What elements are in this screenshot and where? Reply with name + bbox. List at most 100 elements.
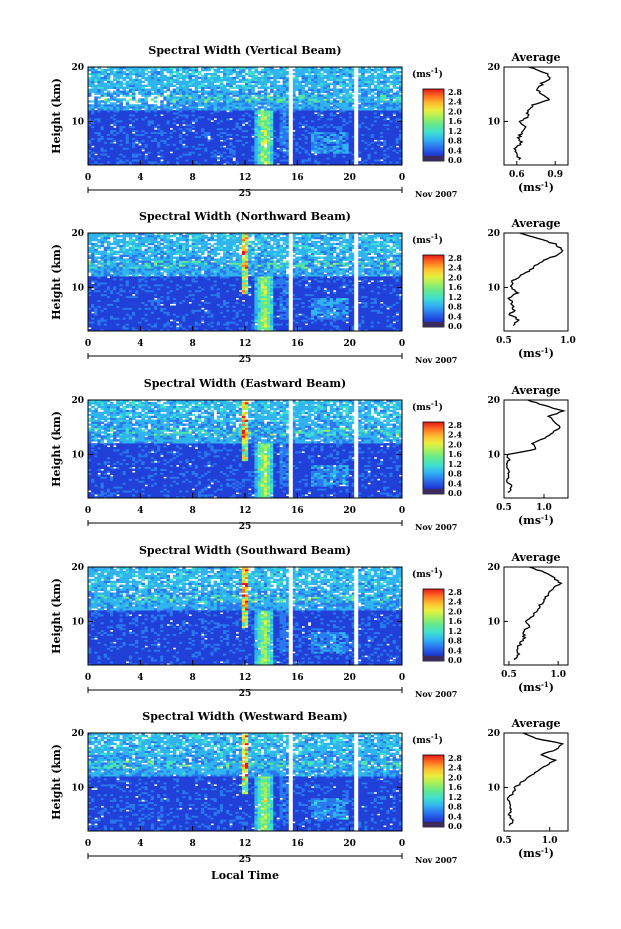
heatmap-cell (170, 153, 174, 155)
heatmap-cell (107, 73, 111, 75)
heatmap-cell (198, 91, 202, 93)
heatmap-cell (336, 75, 340, 77)
heatmap-cell (267, 108, 271, 110)
heatmap-cell (254, 108, 258, 110)
heatmap-cell (389, 81, 393, 83)
heatmap-cell (374, 96, 378, 98)
heatmap-cell (232, 87, 236, 89)
heatmap-cell (173, 75, 177, 77)
heatmap-cell (107, 98, 111, 100)
heatmap-cell (163, 75, 167, 77)
heatmap-cell (254, 75, 258, 77)
heatmap-cell (151, 104, 155, 106)
heatmap-cell (104, 92, 108, 94)
heatmap-cell (97, 100, 101, 102)
heatmap-cell (305, 325, 309, 327)
heatmap-cell (280, 85, 284, 87)
heatmap-cell (330, 92, 334, 94)
heatmap-cell (371, 94, 375, 96)
heatmap-cell (267, 87, 271, 89)
heatmap-cell (182, 75, 186, 77)
heatmap-cell (242, 85, 246, 87)
heatmap-cell (276, 81, 280, 83)
heatmap-cell (113, 128, 117, 130)
heatmap-cell (138, 104, 142, 106)
heatmap-cell (245, 79, 249, 81)
heatmap-cell (129, 98, 133, 100)
heatmap-cell (201, 323, 205, 325)
heatmap-cell (264, 106, 268, 108)
heatmap-cell (123, 106, 127, 108)
heatmap-cell (126, 100, 130, 102)
heatmap-cell (204, 96, 208, 98)
heatmap-cell (104, 69, 108, 71)
heatmap-cell (123, 71, 127, 73)
heatmap-cell (91, 104, 95, 106)
heatmap-cell (377, 73, 381, 75)
heatmap-cell (148, 71, 152, 73)
heatmap-cell (261, 75, 265, 77)
colorbar-tick-label: 1.6 (448, 116, 462, 126)
heatmap-cell (226, 112, 230, 114)
heatmap-cell (173, 110, 177, 112)
heatmap-cell (361, 89, 365, 91)
heatmap-cell (176, 126, 180, 128)
heatmap-cell (192, 79, 196, 81)
heatmap-cell (135, 143, 139, 145)
heatmap-cell (97, 71, 101, 73)
heatmap-cell (251, 138, 255, 140)
heatmap-cell (314, 114, 318, 116)
heatmap-cell (258, 116, 262, 118)
heatmap-cell (88, 104, 92, 106)
heatmap-cell (226, 89, 230, 91)
heatmap-cell (113, 102, 117, 104)
heatmap-cell (251, 96, 255, 98)
heatmap-cell (327, 83, 331, 85)
heatmap-cell (138, 79, 142, 81)
y-axis-label: Height (km) (50, 78, 63, 154)
heatmap-cell (141, 85, 145, 87)
heatmap-cell (380, 141, 384, 143)
heatmap-cell (386, 85, 390, 87)
heatmap-cell (251, 85, 255, 87)
heatmap-cell (283, 151, 287, 153)
heatmap-cell (170, 106, 174, 108)
heatmap-cell (389, 75, 393, 77)
heatmap-cell (107, 91, 111, 93)
heatmap-cell (129, 110, 133, 112)
heatmap-cell (374, 85, 378, 87)
heatmap-cell (393, 100, 397, 102)
avg-y-tick-label: 10 (487, 117, 500, 127)
heatmap-cell (345, 83, 349, 85)
heatmap-cell (173, 85, 177, 87)
heatmap-cell (94, 96, 98, 98)
heatmap-cell (386, 120, 390, 122)
heatmap-cell (123, 83, 127, 85)
heatmap-cell (176, 96, 180, 98)
x-tick-label: 16 (291, 173, 304, 183)
colorbar-tick-label: 0.0 (448, 155, 462, 165)
heatmap-cell (242, 126, 246, 128)
heatmap-cell (107, 104, 111, 106)
heatmap-cell (389, 94, 393, 96)
heatmap-cell (207, 140, 211, 142)
heatmap-cell (386, 100, 390, 102)
heatmap-cell (210, 122, 214, 124)
heatmap-cell (176, 87, 180, 89)
heatmap-cell (160, 100, 164, 102)
colorbar-tick-label: 2.8 (448, 87, 462, 97)
heatmap-cell (110, 92, 114, 94)
heatmap-cell (94, 69, 98, 71)
heatmap-cell (223, 85, 227, 87)
heatmap-cell (298, 104, 302, 106)
heatmap-cell (145, 77, 149, 79)
heatmap-cell (223, 147, 227, 149)
heatmap-cell (308, 87, 312, 89)
heatmap-cell (198, 94, 202, 96)
heatmap-cell (88, 77, 92, 79)
heatmap-cell (229, 91, 233, 93)
heatmap-cell (151, 92, 155, 94)
heatmap-cell (101, 100, 105, 102)
heatmap-cell (110, 81, 114, 83)
